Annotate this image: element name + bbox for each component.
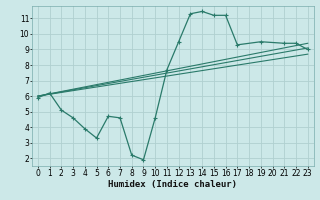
X-axis label: Humidex (Indice chaleur): Humidex (Indice chaleur) (108, 180, 237, 189)
